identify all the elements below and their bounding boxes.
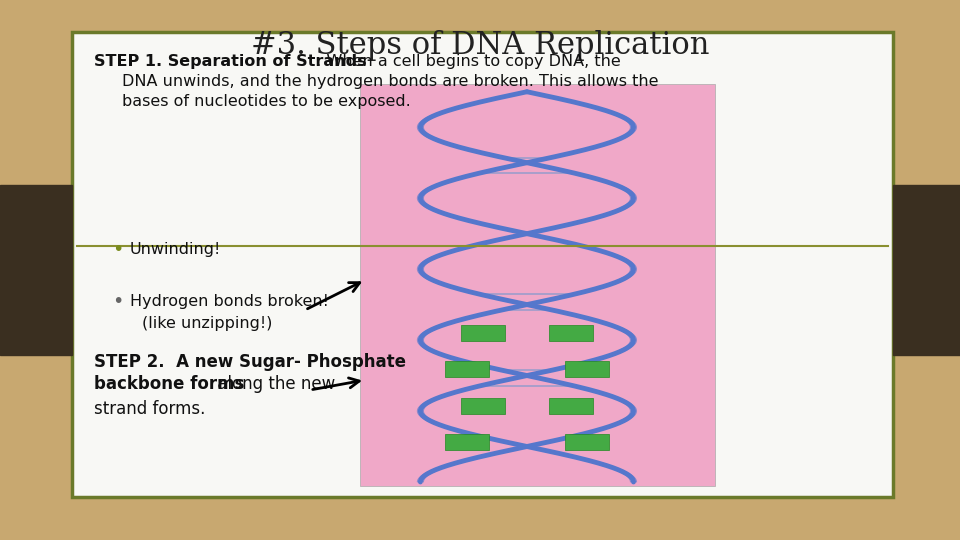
Bar (893, 185, 960, 355)
Text: backbone forms: backbone forms (94, 375, 245, 393)
Text: along the new: along the new (212, 375, 335, 393)
Bar (461, 397, 505, 414)
Bar (461, 325, 505, 341)
Bar (565, 434, 610, 450)
Text: DNA unwinds, and the hydrogen bonds are broken. This allows the: DNA unwinds, and the hydrogen bonds are … (122, 75, 659, 90)
FancyBboxPatch shape (72, 32, 893, 497)
Bar (565, 361, 610, 377)
Text: STEP 1. Separation of Strands: STEP 1. Separation of Strands (94, 55, 367, 70)
FancyBboxPatch shape (360, 84, 715, 486)
Bar (444, 434, 489, 450)
Text: Hydrogen bonds broken!: Hydrogen bonds broken! (130, 294, 329, 308)
Text: •: • (112, 292, 124, 310)
Text: strand forms.: strand forms. (94, 400, 205, 418)
Text: Unwinding!: Unwinding! (130, 241, 221, 256)
Text: : When a cell begins to copy DNA, the: : When a cell begins to copy DNA, the (316, 55, 621, 70)
Text: •: • (112, 240, 124, 259)
Bar (549, 325, 592, 341)
Text: (like unzipping!): (like unzipping!) (142, 315, 273, 330)
Bar (0, 185, 72, 355)
Text: #3. Steps of DNA Replication: #3. Steps of DNA Replication (251, 30, 709, 61)
Bar (549, 397, 592, 414)
Bar (444, 361, 489, 377)
Text: bases of nucleotides to be exposed.: bases of nucleotides to be exposed. (122, 94, 411, 110)
Text: STEP 2.  A new Sugar- Phosphate: STEP 2. A new Sugar- Phosphate (94, 353, 406, 371)
